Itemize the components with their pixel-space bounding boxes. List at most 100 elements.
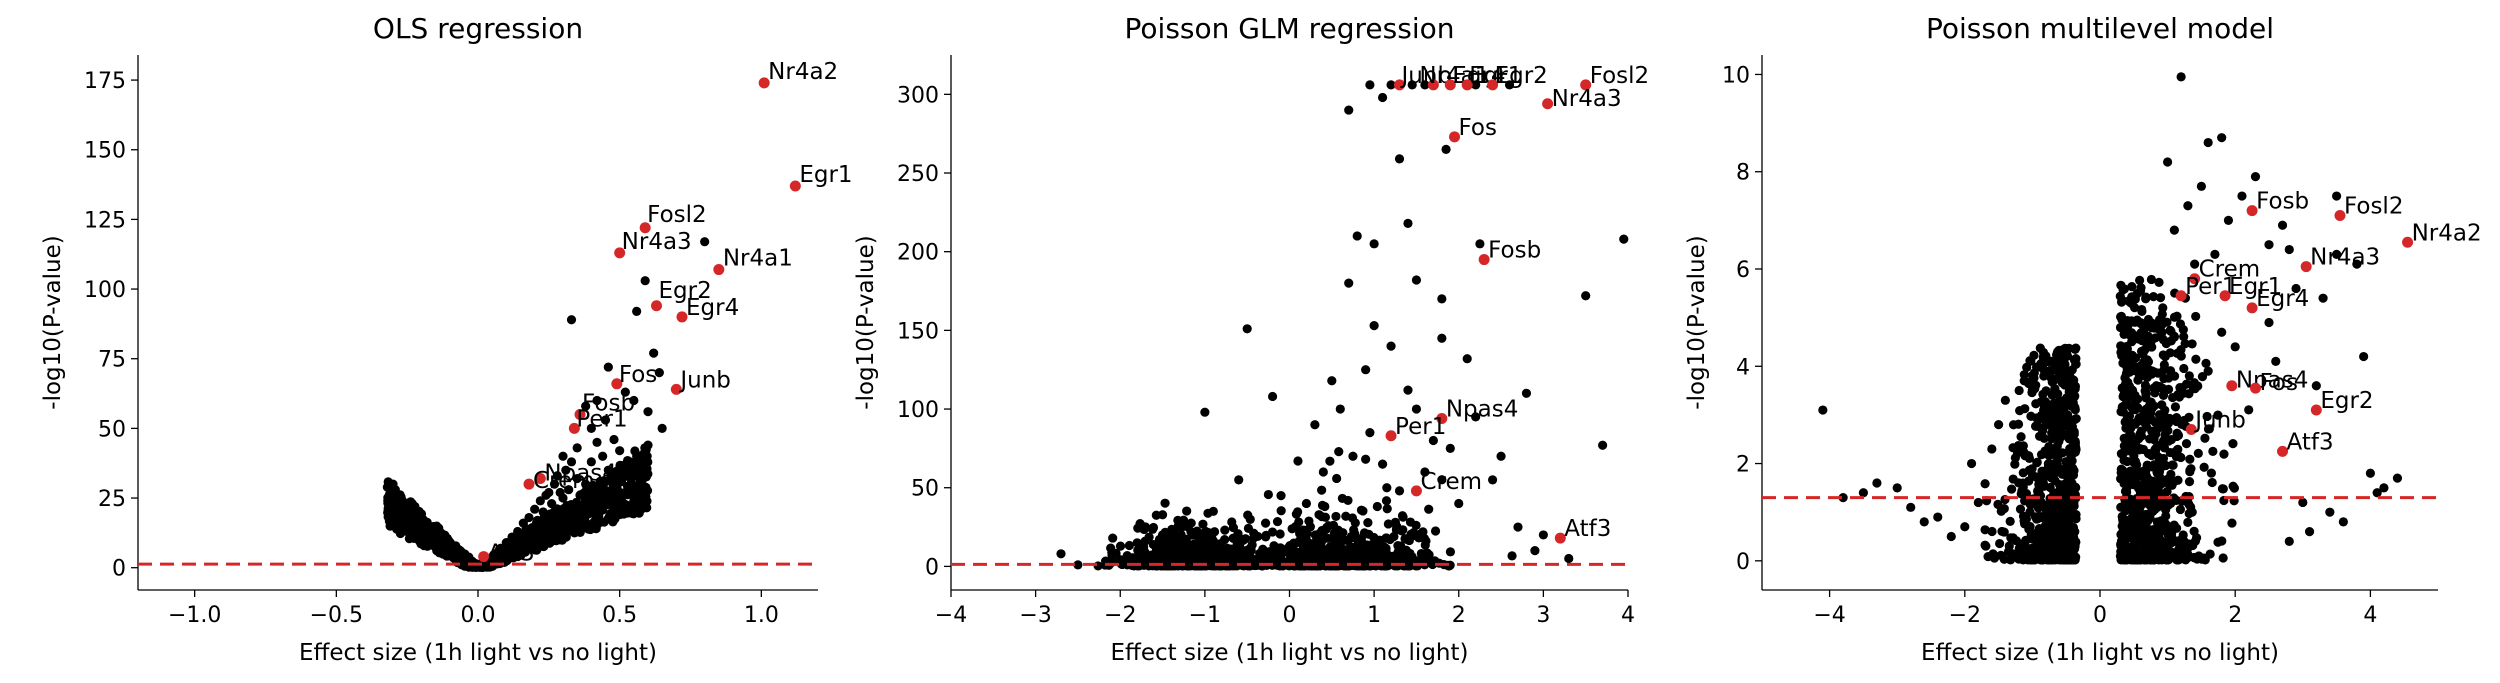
data-point — [1838, 492, 1848, 503]
data-point — [2119, 433, 2129, 443]
data-point — [2016, 489, 2026, 499]
data-point — [2207, 477, 2217, 488]
data-point — [2069, 555, 2079, 565]
data-point — [2069, 499, 2079, 509]
data-point — [2127, 282, 2137, 292]
data-point — [2187, 339, 2197, 349]
data-point — [2070, 482, 2081, 492]
data-point — [2154, 466, 2165, 476]
data-point — [1334, 447, 1344, 457]
data-point — [2056, 482, 2066, 492]
data-point — [524, 512, 534, 523]
x-tick-label: 4 — [2363, 603, 2377, 628]
y-tick-label: 4 — [1736, 355, 1750, 380]
data-point — [2158, 384, 2169, 394]
data-point — [2168, 460, 2178, 470]
data-point — [496, 543, 506, 553]
data-point — [2166, 469, 2176, 480]
data-point — [396, 501, 407, 512]
data-point — [2135, 484, 2145, 494]
data-point — [2070, 344, 2080, 354]
data-point — [1335, 404, 1345, 414]
data-point — [2115, 291, 2125, 301]
data-point — [2119, 539, 2129, 549]
data-point — [1148, 539, 1158, 550]
data-point — [1331, 528, 1341, 538]
data-point — [609, 434, 619, 445]
data-point — [2135, 286, 2146, 296]
data-point — [1220, 535, 1230, 545]
data-point — [2184, 477, 2195, 487]
data-point — [2019, 370, 2029, 380]
data-point — [530, 504, 540, 514]
data-point — [547, 532, 557, 542]
data-point — [2031, 399, 2041, 409]
data-point — [1291, 523, 1301, 533]
highlight-point-nr4a1 — [713, 264, 725, 276]
data-point — [603, 362, 613, 372]
y-tick-label: 25 — [98, 487, 126, 512]
data-point — [1222, 543, 1232, 553]
data-point — [603, 465, 613, 475]
data-point — [1397, 548, 1407, 558]
chart-title: OLS regression — [373, 12, 583, 45]
data-point — [1996, 506, 2006, 516]
data-point — [1326, 561, 1336, 571]
data-point — [1317, 485, 1327, 495]
data-point — [2040, 415, 2050, 425]
data-point — [566, 457, 577, 467]
data-point — [1289, 538, 1299, 548]
data-point — [2171, 412, 2182, 423]
data-point — [1124, 540, 1134, 551]
data-point — [2141, 528, 2151, 538]
data-point — [562, 500, 572, 511]
data-point — [2172, 311, 2182, 321]
data-point — [2008, 420, 2019, 430]
gene-label-fosb: Fosb — [1488, 238, 1541, 264]
data-point — [2125, 317, 2135, 328]
data-point — [1173, 520, 1184, 531]
data-point — [632, 451, 642, 461]
data-point — [2070, 391, 2080, 401]
data-point — [1203, 528, 1214, 538]
gene-label-fosl2: Fosl2 — [647, 202, 707, 228]
data-point — [1160, 498, 1170, 508]
data-point — [569, 501, 579, 512]
data-point — [1267, 391, 1278, 402]
data-point — [2196, 181, 2206, 191]
data-point — [1267, 527, 1278, 537]
data-point — [2191, 354, 2201, 364]
data-point — [1307, 561, 1317, 571]
data-point — [2138, 410, 2149, 420]
data-point — [2033, 421, 2043, 432]
y-tick-label: 150 — [84, 139, 126, 164]
gene-label-npas4: Npas4 — [544, 461, 617, 487]
gene-label-nr4a3: Nr4a3 — [622, 229, 692, 255]
data-point — [1310, 554, 1320, 564]
data-point — [501, 538, 511, 548]
data-point — [1320, 501, 1330, 512]
data-point — [2172, 348, 2182, 358]
data-point — [1140, 558, 1150, 568]
data-point — [2219, 449, 2229, 459]
data-point — [1181, 534, 1191, 545]
data-point — [1382, 504, 1392, 514]
data-point — [538, 507, 548, 517]
data-point — [575, 490, 585, 500]
data-point — [513, 551, 523, 562]
y-tick-label: 8 — [1736, 161, 1750, 186]
data-point — [2187, 507, 2197, 517]
data-point — [2116, 502, 2126, 512]
data-point — [2392, 473, 2403, 483]
data-point — [405, 507, 415, 517]
data-point — [2035, 343, 2045, 353]
data-point — [2122, 456, 2132, 467]
data-point — [2049, 488, 2059, 498]
highlighted-genes: Nr4a2Fosl2FosbNr4a3CremPer1Egr1Egr4Npas4… — [2175, 189, 2482, 457]
data-point — [1261, 552, 1271, 562]
data-point — [1356, 553, 1366, 563]
data-point — [2359, 351, 2369, 362]
data-point — [2024, 476, 2034, 486]
data-point — [2163, 157, 2173, 167]
data-point — [1980, 479, 1990, 489]
